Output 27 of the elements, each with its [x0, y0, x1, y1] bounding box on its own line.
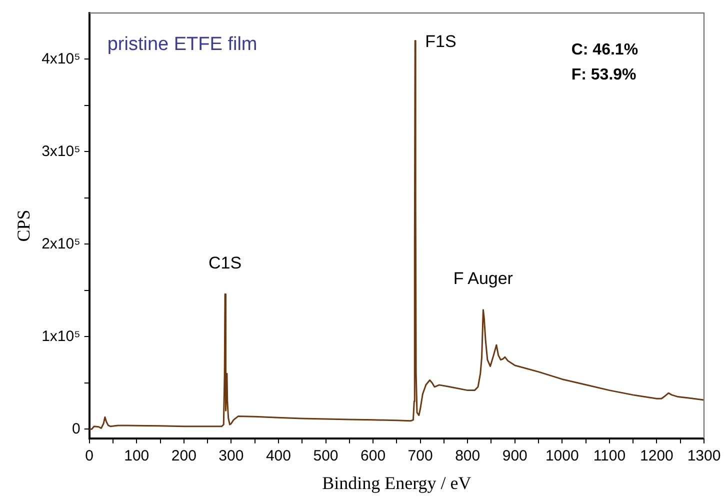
- x-tick-label: 1000: [545, 448, 579, 465]
- annotation: C: 46.1%: [571, 41, 638, 58]
- y-tick-label: 0: [72, 420, 80, 438]
- x-tick-label: 1100: [593, 448, 626, 465]
- y-tick-label: 1x10⁵: [42, 328, 80, 345]
- x-tick-label: 200: [171, 448, 196, 465]
- y-tick-label: 2x10⁵: [42, 235, 80, 252]
- annotation: F: 53.9%: [571, 66, 636, 84]
- x-tick-label: 900: [502, 448, 528, 465]
- x-tick-label: 1300: [687, 448, 721, 465]
- annotation: F1S: [425, 32, 456, 51]
- x-tick-label: 400: [266, 448, 291, 465]
- x-tick-label: 100: [124, 448, 150, 465]
- annotation: pristine ETFE film: [107, 34, 258, 56]
- x-tick-label: 300: [218, 448, 244, 465]
- x-tick-label: 1200: [640, 448, 674, 465]
- y-axis-title: CPS: [14, 210, 34, 242]
- x-tick-label: 700: [408, 448, 433, 465]
- y-tick-label: 4x10⁵: [42, 50, 80, 68]
- annotation: F Auger: [453, 269, 514, 288]
- x-tick-label: 600: [360, 448, 386, 465]
- x-tick-label: 500: [313, 448, 338, 465]
- x-tick-label: 0: [85, 448, 94, 465]
- x-axis-title: Binding Energy / eV: [322, 472, 472, 493]
- x-tick-label: 800: [455, 448, 480, 465]
- y-tick-label: 3x10⁵: [42, 142, 80, 160]
- annotation: C1S: [208, 253, 242, 272]
